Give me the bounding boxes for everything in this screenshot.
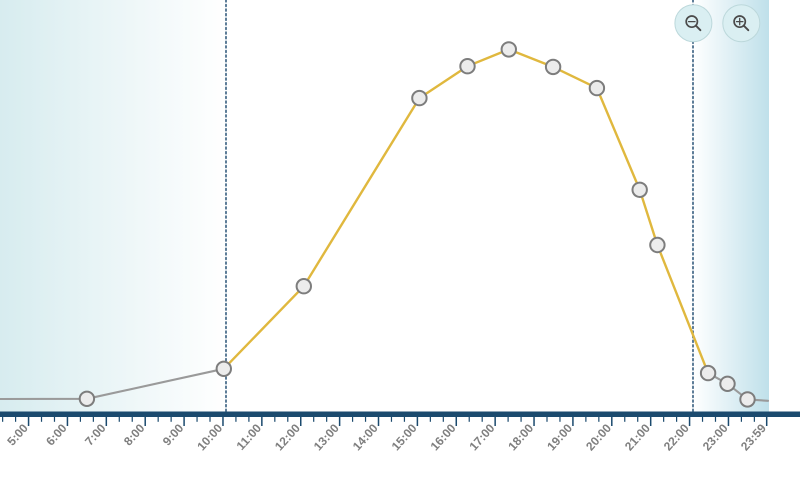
svg-text:17:00: 17:00 bbox=[466, 421, 497, 453]
svg-text:11:00: 11:00 bbox=[234, 421, 265, 453]
svg-text:22:00: 22:00 bbox=[661, 421, 692, 453]
svg-text:20:00: 20:00 bbox=[583, 421, 614, 453]
svg-text:21:00: 21:00 bbox=[622, 421, 653, 453]
svg-text:16:00: 16:00 bbox=[428, 421, 459, 453]
svg-text:10:00: 10:00 bbox=[194, 421, 225, 453]
svg-text:7:00: 7:00 bbox=[82, 421, 109, 448]
svg-text:5:00: 5:00 bbox=[4, 421, 31, 448]
svg-text:12:00: 12:00 bbox=[272, 421, 303, 453]
svg-text:9:00: 9:00 bbox=[160, 421, 187, 448]
svg-text:23:59: 23:59 bbox=[738, 421, 769, 453]
svg-text:8:00: 8:00 bbox=[121, 421, 148, 448]
svg-text:14:00: 14:00 bbox=[350, 421, 381, 453]
svg-text:13:00: 13:00 bbox=[311, 421, 342, 453]
svg-text:6:00: 6:00 bbox=[43, 421, 70, 448]
svg-text:19:00: 19:00 bbox=[544, 421, 575, 453]
svg-text:18:00: 18:00 bbox=[505, 421, 536, 453]
svg-text:15:00: 15:00 bbox=[389, 421, 420, 453]
svg-text:23:00: 23:00 bbox=[700, 421, 731, 453]
